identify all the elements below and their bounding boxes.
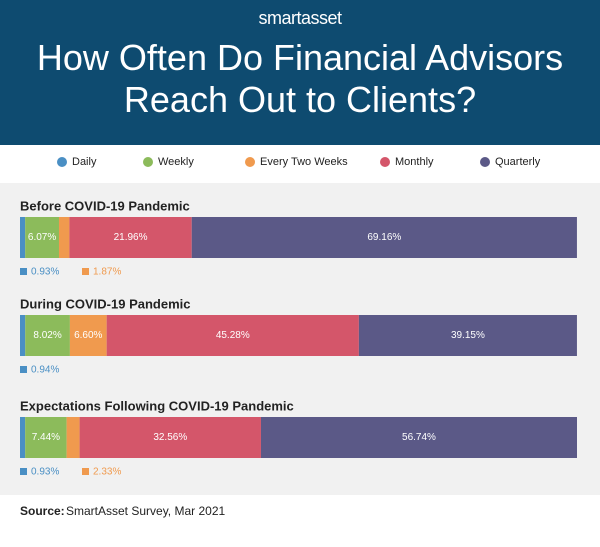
- bar-segment: [191, 217, 577, 258]
- legend-label: Daily: [72, 156, 97, 168]
- bar-segment: [358, 315, 577, 356]
- legend-swatch: [143, 157, 153, 167]
- value-label: 45.28%: [216, 330, 250, 341]
- header: smartasset How Often Do Financial Adviso…: [0, 0, 600, 145]
- value-label: 6.07%: [28, 232, 56, 243]
- value-label: 2.33%: [93, 467, 121, 478]
- value-label-swatch: [82, 268, 89, 275]
- category-label: Before COVID-19 Pandemic: [20, 198, 190, 213]
- category-label: Expectations Following COVID-19 Pandemic: [20, 398, 294, 413]
- value-label: 8.02%: [33, 330, 61, 341]
- source: SmartAsset Survey, Mar 2021: [66, 504, 225, 518]
- legend-swatch: [245, 157, 255, 167]
- legend-label: Weekly: [158, 156, 194, 168]
- value-label: 69.16%: [367, 232, 401, 243]
- value-label: 56.74%: [402, 432, 436, 443]
- value-label: 0.93%: [31, 267, 59, 278]
- legend-swatch: [480, 157, 490, 167]
- value-label: 32.56%: [153, 432, 187, 443]
- bar-segment: [66, 417, 80, 458]
- legend-swatch: [57, 157, 67, 167]
- bar-segment: [79, 417, 261, 458]
- chart: Source: SmartAsset Survey, Mar 2021 Dail…: [0, 156, 600, 518]
- value-label: 1.87%: [93, 267, 121, 278]
- bar-segment: [69, 315, 107, 356]
- value-label-swatch: [20, 366, 27, 373]
- bar-segment: [25, 315, 70, 356]
- bar-segment: [69, 217, 192, 258]
- bar-segment: [20, 417, 26, 458]
- value-label-swatch: [20, 468, 27, 475]
- value-label-swatch: [20, 268, 27, 275]
- value-label: 7.44%: [32, 432, 60, 443]
- legend-label: Quarterly: [495, 156, 541, 168]
- category-label: During COVID-19 Pandemic: [20, 296, 190, 311]
- bar-segment: [260, 417, 577, 458]
- chart-title: How Often Do Financial Advisors Reach Ou…: [36, 37, 564, 120]
- bar-segment: [25, 217, 59, 258]
- value-label: 0.93%: [31, 467, 59, 478]
- legend-label: Every Two Weeks: [260, 156, 348, 168]
- value-label: 6.60%: [74, 330, 102, 341]
- legend-label: Monthly: [395, 156, 434, 168]
- value-label: 39.15%: [451, 330, 485, 341]
- source-label: Source:: [20, 504, 65, 518]
- value-label-swatch: [82, 468, 89, 475]
- bar-segment: [20, 315, 26, 356]
- bar-segment: [106, 315, 359, 356]
- bar-segment: [20, 217, 26, 258]
- bar-segment: [58, 217, 70, 258]
- value-label: 21.96%: [114, 232, 148, 243]
- value-label: 0.94%: [31, 365, 59, 376]
- logo: smartasset: [258, 8, 342, 28]
- legend-swatch: [380, 157, 390, 167]
- bar-segment: [25, 417, 67, 458]
